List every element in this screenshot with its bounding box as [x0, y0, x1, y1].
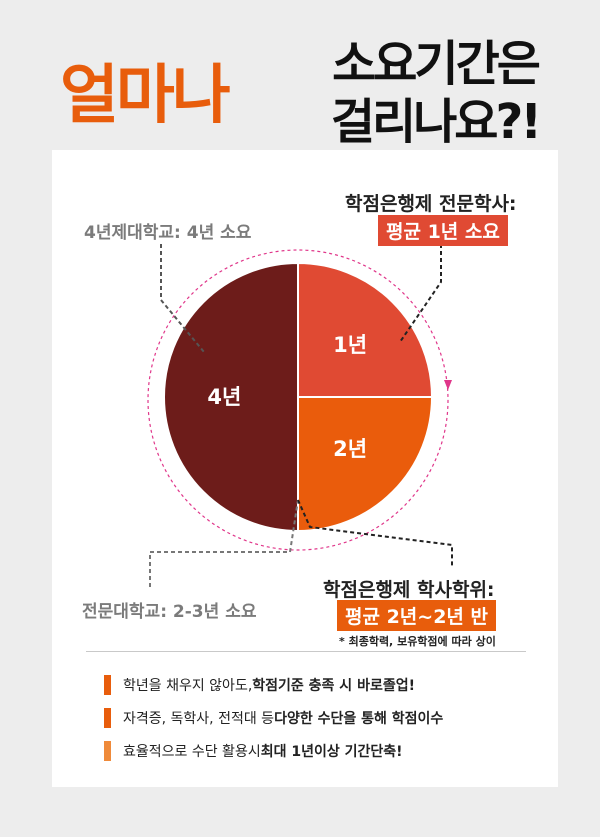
- divider: [86, 651, 526, 652]
- pie-label-1: 4년: [207, 385, 241, 409]
- bullet-bar: [104, 741, 111, 761]
- annotation-college: 전문대학교: 2-3년 소요: [82, 602, 257, 622]
- bullet-emphasis: 다양한 수단을 통해 학점이수: [274, 711, 444, 727]
- bullet-bar: [104, 675, 111, 695]
- bullet-item-3: 효율적으로 수단 활용시 최대 1년이상 기간단축!: [104, 741, 403, 761]
- pie-slice-1: [163, 261, 299, 533]
- bullet-text: 자격증, 독학사, 전적대 등: [123, 711, 275, 727]
- leader-college: [149, 499, 299, 587]
- bullet-text: 효율적으로 수단 활용시: [123, 744, 261, 760]
- annotation-bachelor-title: 학점은행제 학사학위:: [323, 579, 495, 601]
- annotation-associate-title: 학점은행제 전문학사:: [345, 193, 517, 215]
- leader-lines: [149, 244, 453, 587]
- pie-slice-3: [297, 396, 434, 533]
- footnote: * 최종학력, 보유학점에 따라 상이: [339, 635, 496, 648]
- leader-four-year: [160, 244, 205, 353]
- leader-bachelor: [297, 499, 453, 567]
- bullet-emphasis: 학점기준 충족 시 바로졸업!: [252, 678, 415, 694]
- bullet-item-1: 학년을 채우지 않아도, 학점기준 충족 시 바로졸업!: [104, 675, 415, 695]
- bullet-item-2: 자격증, 독학사, 전적대 등 다양한 수단을 통해 학점이수: [104, 708, 443, 728]
- title-line-1: 소요기간은: [332, 36, 541, 92]
- bullet-text: 학년을 채우지 않아도,: [123, 678, 253, 694]
- bullet-bar: [104, 708, 111, 728]
- title-line-2: 걸리나요?!: [330, 94, 542, 150]
- orbit-arrow: [444, 380, 452, 390]
- annotation-bachelor-badge: 평균 2년~2년 반: [337, 600, 496, 631]
- pie-label-2: 1년: [333, 333, 367, 357]
- leader-associate: [399, 244, 442, 343]
- bullet-emphasis: 최대 1년이상 기간단축!: [260, 744, 403, 760]
- dashed-orbit: [147, 249, 449, 551]
- annotation-four-year: 4년제대학교: 4년 소요: [84, 223, 252, 243]
- title-emphasis: 얼마나: [60, 59, 231, 133]
- annotation-associate-badge: 평균 1년 소요: [378, 215, 508, 246]
- pie-label-3: 2년: [333, 437, 367, 461]
- pie-slice-2: [297, 261, 434, 398]
